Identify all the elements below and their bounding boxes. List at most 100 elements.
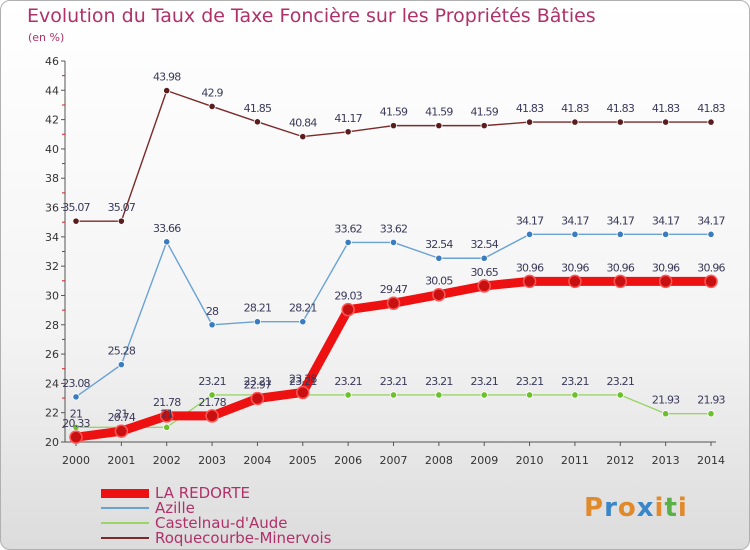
data-point-castelnau-d-aude: [707, 410, 715, 418]
data-point-azille: [616, 230, 624, 238]
legend-label: Roquecourbe-Minervois: [155, 529, 332, 547]
x-tick-label: 2006: [334, 454, 362, 467]
brand-logo: Proxiti: [584, 493, 688, 523]
brand-letter: o: [617, 493, 637, 523]
y-tick-label: 20: [45, 436, 59, 449]
data-point-castelnau-d-aude: [389, 391, 398, 399]
legend-swatch: [101, 537, 149, 539]
x-tick-label: 2009: [470, 454, 498, 467]
y-tick-label: 28: [45, 319, 59, 332]
x-tick-label: 2005: [289, 454, 317, 467]
data-point-roquecourbe-minervois: [389, 122, 398, 130]
data-point-azille: [707, 230, 715, 238]
data-point-castelnau-d-aude: [616, 391, 624, 399]
x-tick-label: 2008: [425, 454, 453, 467]
data-label-castelnau-d-aude: 23.21: [470, 375, 498, 388]
x-tick-label: 2000: [62, 454, 90, 467]
data-label-la-redorte: 30.05: [425, 275, 453, 288]
data-label-la-redorte: 29.47: [380, 283, 408, 296]
data-point-roquecourbe-minervois: [662, 118, 670, 126]
data-label-azille: 33.62: [334, 222, 362, 235]
data-label-azille: 28: [206, 305, 219, 318]
data-point-la-redorte: [205, 409, 219, 423]
data-point-la-redorte: [522, 274, 537, 289]
data-point-castelnau-d-aude: [435, 391, 443, 399]
data-point-azille: [299, 318, 307, 326]
data-label-roquecourbe-minervois: 41.59: [470, 106, 498, 119]
data-point-azille: [208, 321, 216, 329]
y-tick-label: 32: [45, 260, 59, 273]
y-tick-label: 34: [45, 231, 59, 244]
data-point-la-redorte: [250, 391, 265, 406]
data-label-castelnau-d-aude: 21: [70, 407, 82, 420]
data-label-castelnau-d-aude: 23.21: [334, 375, 362, 388]
data-point-la-redorte: [341, 302, 355, 317]
data-label-la-redorte: 22.97: [244, 378, 272, 391]
data-label-roquecourbe-minervois: 41.83: [516, 102, 544, 115]
data-point-castelnau-d-aude: [571, 391, 579, 399]
data-point-la-redorte: [296, 385, 310, 400]
data-point-la-redorte: [114, 424, 129, 438]
x-tick-label: 2012: [606, 454, 634, 467]
data-label-azille: 34.17: [697, 214, 725, 227]
data-label-azille: 32.54: [470, 238, 498, 251]
chart-title: Evolution du Taux de Taxe Foncière sur l…: [27, 5, 596, 27]
data-label-la-redorte: 20.74: [108, 411, 136, 424]
data-label-la-redorte: 29.03: [334, 290, 362, 303]
data-label-roquecourbe-minervois: 40.84: [289, 117, 317, 130]
y-tick-label: 24: [45, 377, 59, 390]
data-point-la-redorte: [432, 287, 446, 302]
data-label-castelnau-d-aude: 23.21: [380, 375, 408, 388]
data-point-azille: [662, 230, 670, 238]
data-label-castelnau-d-aude: 23.21: [425, 375, 453, 388]
legend-label: LA REDORTE: [155, 484, 250, 502]
data-point-roquecourbe-minervois: [480, 122, 488, 130]
data-point-roquecourbe-minervois: [525, 118, 534, 126]
brand-letter: i: [677, 493, 688, 523]
y-tick-label: 36: [45, 202, 59, 215]
data-label-roquecourbe-minervois: 41.83: [561, 102, 589, 115]
data-point-castelnau-d-aude: [344, 391, 352, 399]
data-label-la-redorte: 30.96: [607, 261, 635, 274]
data-label-azille: 33.66: [153, 222, 181, 235]
data-label-azille: 34.17: [607, 214, 635, 227]
data-point-la-redorte: [704, 274, 718, 289]
x-tick-label: 2003: [198, 454, 226, 467]
data-label-la-redorte: 30.65: [470, 266, 498, 279]
data-label-la-redorte: 21.78: [153, 396, 181, 409]
data-label-roquecourbe-minervois: 43.98: [153, 71, 181, 84]
data-label-castelnau-d-aude: 23.21: [516, 375, 544, 388]
y-tick-label: 44: [45, 84, 59, 97]
x-tick-label: 2010: [516, 454, 544, 467]
data-label-castelnau-d-aude: 21.93: [652, 394, 680, 407]
data-label-roquecourbe-minervois: 41.59: [425, 106, 453, 119]
data-point-azille: [72, 393, 80, 401]
brand-letter: x: [636, 493, 655, 523]
series-line-azille: [75, 233, 712, 398]
data-point-castelnau-d-aude: [208, 391, 216, 399]
y-tick-label: 30: [45, 289, 59, 302]
legend-label: Castelnau-d'Aude: [155, 514, 288, 532]
data-label-roquecourbe-minervois: 41.83: [652, 102, 680, 115]
data-label-azille: 33.62: [380, 222, 408, 235]
data-label-azille: 34.17: [561, 214, 589, 227]
data-point-roquecourbe-minervois: [163, 87, 171, 95]
data-label-castelnau-d-aude: 23.21: [198, 375, 226, 388]
data-point-azille: [117, 361, 125, 369]
data-point-castelnau-d-aude: [163, 423, 171, 431]
x-tick-label: 2011: [561, 454, 589, 467]
data-point-roquecourbe-minervois: [435, 122, 443, 130]
brand-letter: P: [584, 493, 605, 523]
data-label-castelnau-d-aude: 23.21: [561, 375, 589, 388]
data-label-castelnau-d-aude: 21: [115, 407, 127, 420]
y-tick-label: 40: [45, 143, 59, 156]
data-point-roquecourbe-minervois: [707, 118, 715, 126]
data-point-roquecourbe-minervois: [117, 217, 125, 225]
data-label-azille: 28.21: [244, 302, 272, 315]
x-tick-label: 2014: [697, 454, 725, 467]
y-tick-label: 22: [45, 407, 59, 420]
data-point-la-redorte: [386, 296, 401, 310]
data-label-roquecourbe-minervois: 35.07: [62, 201, 90, 214]
x-tick-label: 2007: [380, 454, 408, 467]
